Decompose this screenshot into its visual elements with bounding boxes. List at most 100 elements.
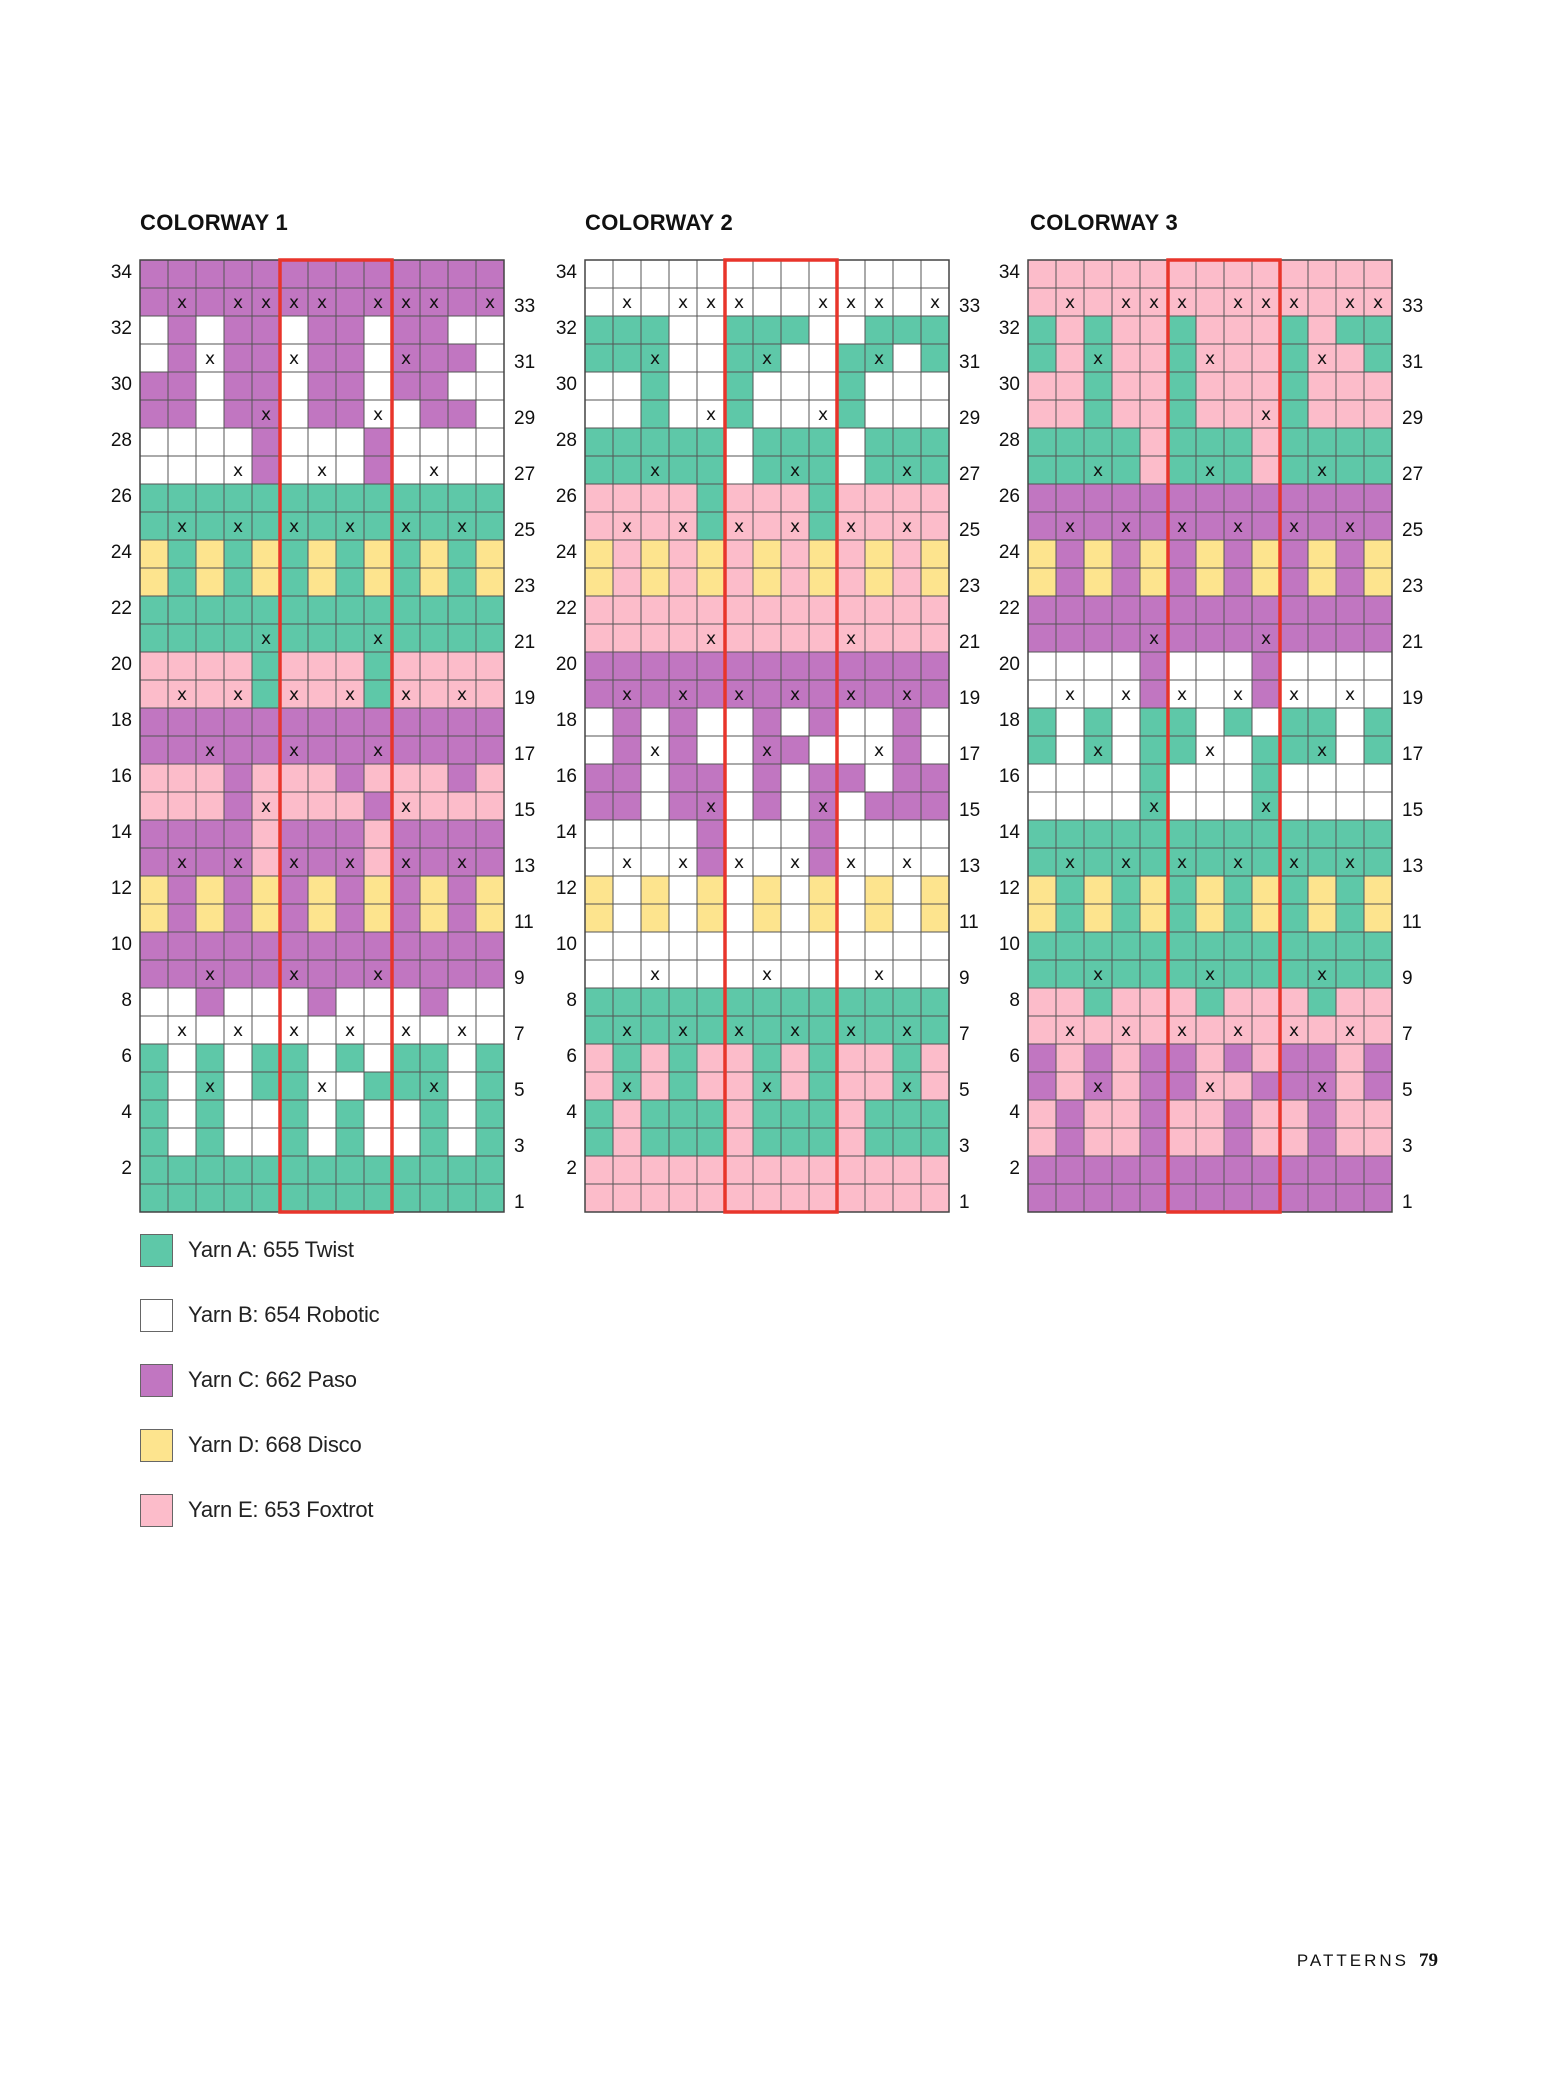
stitch-x-mark: x bbox=[1177, 685, 1187, 705]
chart-cell bbox=[780, 315, 810, 345]
chart-cell bbox=[1251, 259, 1281, 289]
stitch-x-mark: x bbox=[762, 965, 772, 985]
stitch-x-mark: x bbox=[289, 349, 299, 369]
chart-cell bbox=[1223, 287, 1253, 317]
chart-cell bbox=[808, 959, 838, 989]
chart-cell bbox=[1335, 1183, 1365, 1213]
row-number: 1 bbox=[514, 1192, 525, 1213]
chart-cell bbox=[475, 1155, 505, 1185]
chart-cell bbox=[307, 819, 337, 849]
chart-cell bbox=[808, 371, 838, 401]
row-number: 34 bbox=[111, 262, 133, 283]
chart-cell bbox=[139, 1155, 169, 1185]
chart-cell bbox=[419, 1015, 449, 1045]
chart-cell bbox=[1195, 595, 1225, 625]
chart-cell bbox=[223, 763, 253, 793]
chart-cell bbox=[780, 1155, 810, 1185]
stitch-x-mark: x bbox=[1345, 685, 1355, 705]
chart-cell bbox=[391, 707, 421, 737]
chart-cell bbox=[920, 1127, 950, 1157]
stitch-x-mark: x bbox=[289, 853, 299, 873]
chart-cell bbox=[836, 539, 866, 569]
chart-cell bbox=[892, 371, 922, 401]
chart-cell bbox=[920, 1099, 950, 1129]
chart-cell bbox=[391, 1183, 421, 1213]
chart-cell bbox=[1027, 1183, 1057, 1213]
chart-cell bbox=[167, 567, 197, 597]
chart-cell bbox=[864, 931, 894, 961]
chart-cell bbox=[1279, 1043, 1309, 1073]
chart-cell bbox=[1167, 399, 1197, 429]
chart-cell bbox=[584, 931, 614, 961]
chart-cell bbox=[808, 1071, 838, 1101]
chart-cell bbox=[1307, 707, 1337, 737]
swatch-c bbox=[140, 1363, 173, 1397]
chart-cell bbox=[167, 1183, 197, 1213]
chart-cell bbox=[836, 903, 866, 933]
row-number: 25 bbox=[959, 520, 980, 541]
chart-cell bbox=[167, 483, 197, 513]
chart-cell bbox=[864, 651, 894, 681]
chart-cell bbox=[920, 651, 950, 681]
chart-cell bbox=[1195, 1015, 1225, 1045]
chart-cell bbox=[223, 259, 253, 289]
chart-cell bbox=[1279, 1155, 1309, 1185]
chart-cell bbox=[780, 287, 810, 317]
chart-cell bbox=[696, 1127, 726, 1157]
chart-cell bbox=[363, 847, 393, 877]
stitch-x-mark: x bbox=[373, 293, 383, 313]
chart-cell bbox=[1083, 567, 1113, 597]
chart-cell bbox=[1083, 791, 1113, 821]
chart-cell bbox=[696, 1183, 726, 1213]
chart-title: COLORWAY 3 bbox=[1030, 210, 1179, 235]
row-number: 11 bbox=[1402, 912, 1422, 933]
chart-cell bbox=[223, 1183, 253, 1213]
chart-cell bbox=[335, 595, 365, 625]
chart-cell bbox=[335, 539, 365, 569]
row-number: 14 bbox=[556, 822, 578, 843]
chart-cell bbox=[752, 483, 782, 513]
chart-cell bbox=[1083, 259, 1113, 289]
chart-cell bbox=[836, 763, 866, 793]
chart-cell bbox=[1279, 259, 1309, 289]
chart-cell bbox=[808, 343, 838, 373]
chart-cell bbox=[752, 371, 782, 401]
chart-cell bbox=[780, 959, 810, 989]
chart-cell bbox=[1083, 707, 1113, 737]
chart-cell bbox=[1027, 539, 1057, 569]
chart-cell bbox=[1363, 931, 1393, 961]
chart-cell bbox=[223, 1015, 253, 1045]
chart-cell bbox=[808, 987, 838, 1017]
chart-cell bbox=[584, 511, 614, 541]
chart-cell bbox=[836, 259, 866, 289]
chart-cell bbox=[752, 1043, 782, 1073]
chart-cell bbox=[1111, 875, 1141, 905]
stitch-x-mark: x bbox=[401, 797, 411, 817]
chart-cell bbox=[920, 819, 950, 849]
stitch-x-mark: x bbox=[1233, 1021, 1243, 1041]
chart-cell bbox=[447, 735, 477, 765]
chart-cell bbox=[223, 539, 253, 569]
chart-cell bbox=[1111, 1099, 1141, 1129]
chart-cell bbox=[696, 1099, 726, 1129]
row-number: 32 bbox=[556, 318, 577, 339]
stitch-x-mark: x bbox=[678, 293, 688, 313]
chart-cell bbox=[640, 1183, 670, 1213]
chart-cell bbox=[475, 875, 505, 905]
chart-cell bbox=[780, 623, 810, 653]
chart-cell bbox=[1055, 791, 1085, 821]
chart-cell bbox=[251, 343, 281, 373]
chart-cell bbox=[251, 595, 281, 625]
chart-cell bbox=[780, 875, 810, 905]
row-number: 27 bbox=[959, 464, 980, 485]
chart-cell bbox=[920, 343, 950, 373]
chart-cell bbox=[307, 651, 337, 681]
chart-cell bbox=[668, 1127, 698, 1157]
chart-cell bbox=[1251, 371, 1281, 401]
chart-cell bbox=[1363, 679, 1393, 709]
stitch-x-mark: x bbox=[1093, 1077, 1103, 1097]
chart-cell bbox=[447, 427, 477, 457]
chart-cell bbox=[584, 427, 614, 457]
chart-cell bbox=[808, 1127, 838, 1157]
row-number: 6 bbox=[121, 1046, 132, 1067]
